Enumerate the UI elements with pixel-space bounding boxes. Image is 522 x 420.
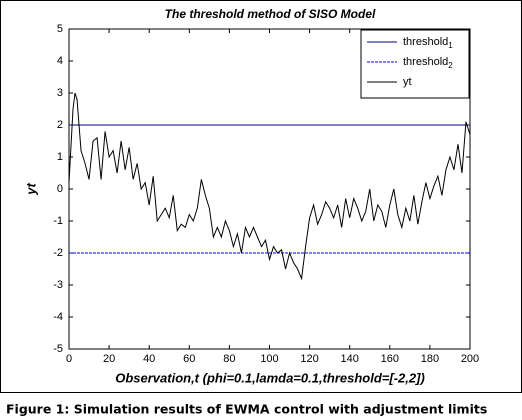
y-tick-label: -4 <box>53 311 63 323</box>
x-tick-label: 20 <box>103 353 115 365</box>
y-tick-label: 3 <box>57 87 63 99</box>
legend-box <box>360 29 470 99</box>
x-tick-label: 60 <box>183 353 195 365</box>
x-tick-label: 120 <box>300 353 318 365</box>
x-tick-label: 100 <box>260 353 278 365</box>
x-tick-label: 180 <box>421 353 439 365</box>
y-tick-label: -3 <box>53 279 63 291</box>
y-tick-label: -2 <box>53 247 63 259</box>
series-line <box>68 92 471 281</box>
legend-label: yt <box>403 76 412 88</box>
y-tick-label: 0 <box>57 183 63 195</box>
y-tick-label: 2 <box>57 119 63 131</box>
x-tick-label: 140 <box>341 353 359 365</box>
x-tick-label: 160 <box>381 353 399 365</box>
x-tick-label: 80 <box>223 353 235 365</box>
y-tick-label: -5 <box>53 343 63 355</box>
y-tick-label: 4 <box>57 55 63 67</box>
chart-title: The threshold method of SISO Model <box>165 7 376 21</box>
x-tick-label: 200 <box>461 353 479 365</box>
y-tick-label: 5 <box>57 23 63 35</box>
legend-label: threshold1 <box>403 36 453 50</box>
y-tick-label: -1 <box>53 215 63 227</box>
y-axis-label: yt <box>23 183 38 196</box>
x-tick-label: 40 <box>143 353 155 365</box>
x-tick-label: 0 <box>66 353 72 365</box>
caption: Figure 1: Simulation results of EWMA con… <box>6 402 487 417</box>
x-axis-label: Observation,t (phi=0.1,lamda=0.1,thresho… <box>115 370 425 385</box>
legend-label: threshold2 <box>403 56 453 70</box>
y-tick-label: 1 <box>57 151 63 163</box>
